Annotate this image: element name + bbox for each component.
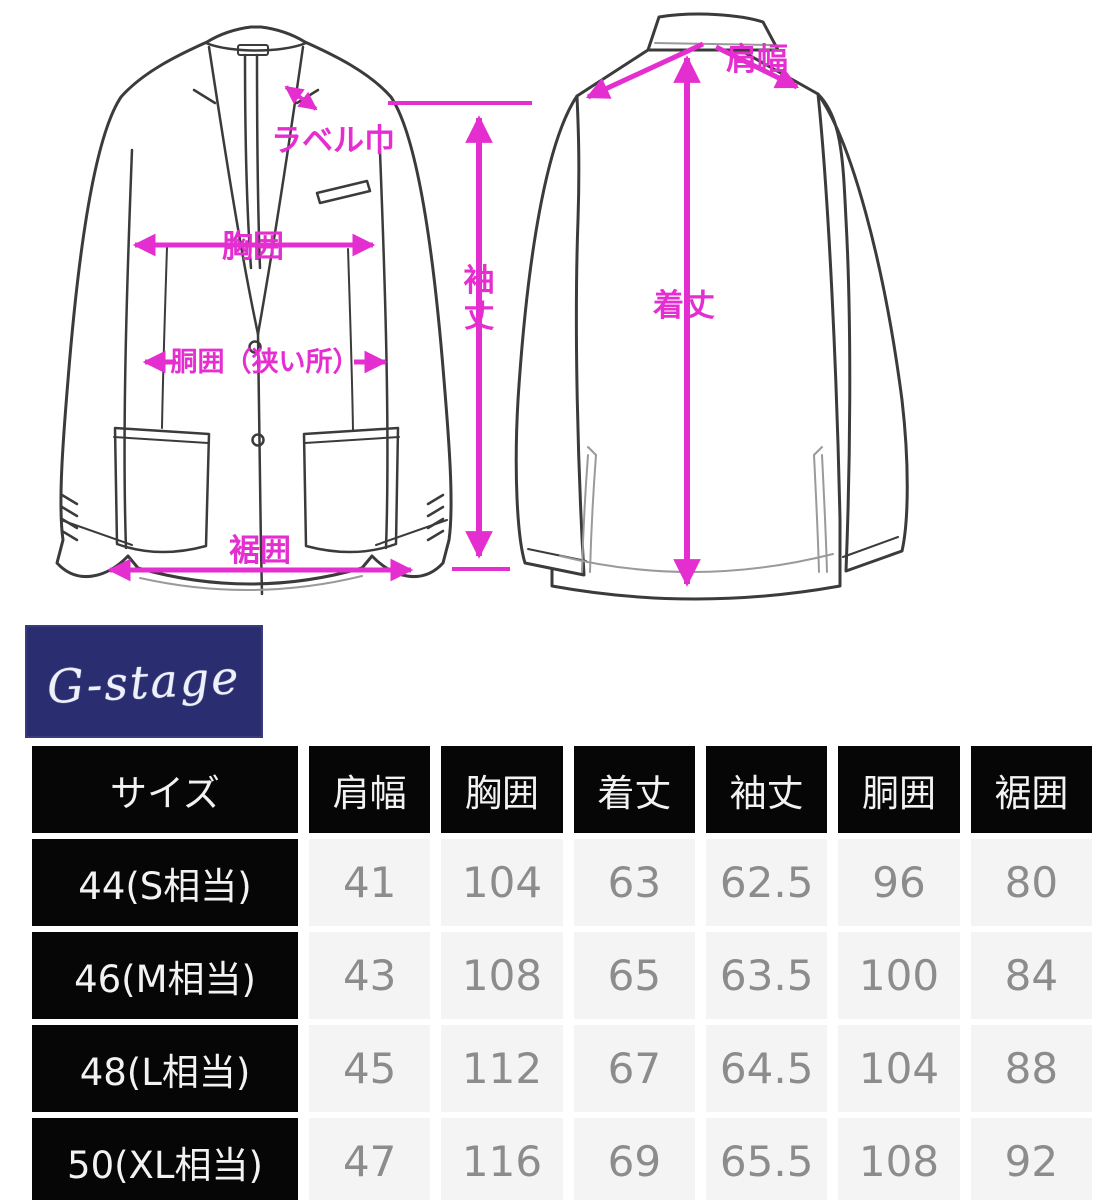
chest-label: 胸囲	[222, 229, 284, 265]
size-row-label: 44(S相当)	[32, 839, 298, 926]
table-cell: 62.5	[706, 839, 828, 926]
shoulder-width-arrow	[585, 41, 800, 100]
size-table-header-length: 着丈	[573, 746, 695, 833]
table-cell: 96	[838, 839, 960, 926]
brand-logo-text: G-stage	[46, 649, 242, 714]
table-cell: 88	[970, 1025, 1092, 1112]
table-cell: 112	[441, 1025, 563, 1112]
table-cell: 63.5	[706, 932, 828, 1019]
table-cell: 104	[838, 1025, 960, 1112]
size-row-label: 48(L相当)	[32, 1025, 298, 1112]
measurement-annotations	[107, 41, 800, 587]
table-cell: 65.5	[706, 1118, 828, 1200]
size-table-header-shoulder: 肩幅	[309, 746, 431, 833]
table-cell: 69	[573, 1118, 695, 1200]
table-cell: 41	[309, 839, 431, 926]
waist-label: 胴囲（狭い所）	[170, 347, 360, 378]
size-row-label: 46(M相当)	[32, 932, 298, 1019]
table-cell: 80	[970, 839, 1092, 926]
table-cell: 116	[441, 1118, 563, 1200]
size-table-header-waist: 胴囲	[838, 746, 960, 833]
table-cell: 65	[573, 932, 695, 1019]
table-cell: 92	[970, 1118, 1092, 1200]
table-cell: 64.5	[706, 1025, 828, 1112]
size-table-header-hem: 裾囲	[970, 746, 1092, 833]
table-cell: 108	[838, 1118, 960, 1200]
jacket-measurement-diagram: ラベル巾 胸囲 胴囲（狭い所） 裾囲 袖 丈 肩幅 着丈	[55, 12, 909, 601]
brand-logo: G-stage	[25, 625, 263, 738]
size-table-header-sleeve: 袖丈	[706, 746, 828, 833]
body-length-label: 着丈	[652, 288, 715, 324]
sleeve-length-arrow	[388, 101, 532, 571]
table-cell: 104	[441, 839, 563, 926]
table-cell: 45	[309, 1025, 431, 1112]
table-cell: 63	[573, 839, 695, 926]
sleeve-length-label-char1: 袖	[464, 263, 495, 299]
table-cell: 108	[441, 932, 563, 1019]
shoulder-width-label: 肩幅	[726, 42, 788, 78]
size-row-label: 50(XL相当)	[32, 1118, 298, 1200]
sleeve-length-label-char2: 丈	[464, 299, 495, 335]
table-cell: 67	[573, 1025, 695, 1112]
jacket-front-drawing	[55, 25, 453, 596]
size-table: サイズ 肩幅 胸囲 着丈 袖丈 胴囲 裾囲 44(S相当) 41 104 63 …	[32, 746, 1092, 1200]
table-cell: 47	[309, 1118, 431, 1200]
size-table-header-size: サイズ	[32, 746, 298, 833]
table-cell: 100	[838, 932, 960, 1019]
lapel-width-label: ラベル巾	[271, 123, 395, 159]
size-table-header-chest: 胸囲	[441, 746, 563, 833]
hem-label: 裾囲	[229, 533, 291, 569]
lapel-width-arrow	[284, 85, 318, 111]
table-cell: 84	[970, 932, 1092, 1019]
table-cell: 43	[309, 932, 431, 1019]
